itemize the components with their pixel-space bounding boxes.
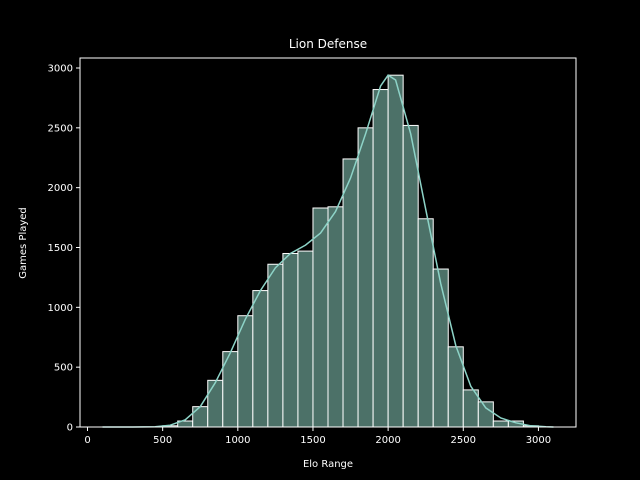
y-tick-label: 1500 — [48, 243, 73, 254]
y-axis-label: Games Played — [18, 207, 29, 279]
x-tick-label: 3000 — [526, 435, 551, 446]
x-axis-label: Elo Range — [303, 459, 353, 470]
histogram-bar — [357, 127, 374, 428]
histogram-bar — [492, 420, 509, 428]
histogram-bar — [297, 250, 314, 428]
y-tick-label: 2500 — [48, 123, 73, 134]
histogram-bar — [267, 263, 284, 428]
x-tick-label: 1000 — [225, 435, 250, 446]
histogram-bar — [207, 379, 224, 428]
histogram-bar — [432, 268, 449, 428]
chart-title: Lion Defense — [289, 37, 367, 51]
x-tick-label: 500 — [153, 435, 172, 446]
histogram-bar — [312, 207, 329, 428]
histogram-bar — [417, 218, 434, 428]
kde-curve — [102, 74, 554, 428]
y-tick-label: 500 — [54, 363, 73, 374]
bars-layer — [162, 74, 539, 428]
y-tick-label: 3000 — [48, 64, 73, 75]
histogram-bar — [372, 89, 389, 428]
histogram-bar — [387, 74, 404, 428]
y-axis: 0 500 1000 1500 2000 2500 3000 — [48, 64, 80, 434]
histogram-bar — [327, 206, 344, 428]
x-axis: 0 500 1000 1500 2000 2500 3000 — [84, 427, 551, 446]
y-tick-label: 1000 — [48, 303, 73, 314]
histogram-bar — [462, 389, 479, 428]
histogram-bar — [252, 290, 269, 428]
y-tick-label: 2000 — [48, 183, 73, 194]
x-tick-label: 1500 — [300, 435, 325, 446]
histogram-bar — [192, 406, 209, 428]
x-tick-label: 0 — [84, 435, 90, 446]
plot-frame — [79, 57, 577, 428]
y-tick-label: 0 — [67, 423, 73, 434]
histogram-bar — [477, 401, 494, 428]
histogram-bar — [282, 252, 299, 428]
x-tick-label: 2000 — [375, 435, 400, 446]
histogram-bar — [342, 158, 359, 428]
histogram-bar — [402, 124, 419, 428]
x-tick-label: 2500 — [451, 435, 476, 446]
